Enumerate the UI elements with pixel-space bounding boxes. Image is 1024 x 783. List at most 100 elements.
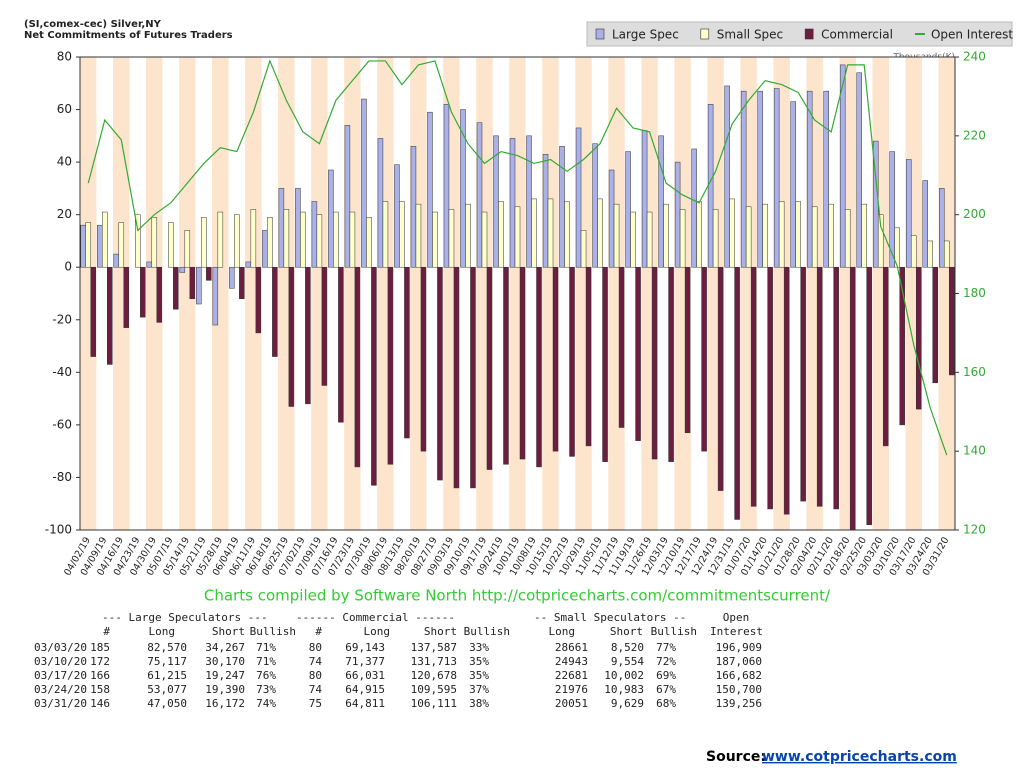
bar: [300, 211, 306, 268]
table-cell: 10,002: [604, 669, 644, 682]
bar: [239, 266, 245, 300]
table-cell: 74: [309, 655, 323, 668]
table-cell: 9,629: [611, 697, 644, 710]
bar: [382, 201, 389, 268]
bar: [140, 266, 146, 318]
bar: [97, 224, 103, 268]
bar: [547, 198, 554, 268]
y-tick-label: -80: [52, 470, 72, 484]
table-cell: 03/31/20: [34, 697, 87, 710]
bar: [552, 266, 559, 452]
band-stripe: [113, 57, 130, 530]
bar: [762, 203, 768, 268]
bar: [717, 266, 724, 491]
table-cell: 33%: [469, 641, 489, 654]
table-cell: 71%: [256, 655, 276, 668]
y2-tick-label: 120: [963, 523, 986, 537]
table-cell: 67%: [656, 683, 676, 696]
table-cell: 22681: [555, 669, 588, 682]
table-column-header: Bullish: [464, 625, 510, 638]
y-tick-label: 0: [64, 260, 72, 274]
table-cell: 72%: [656, 655, 676, 668]
y-tick-label: 60: [57, 102, 72, 116]
table-cell: 172: [90, 655, 110, 668]
plot-frame: [79, 56, 956, 531]
bar: [410, 146, 417, 268]
bar: [217, 211, 224, 268]
bar: [212, 266, 219, 326]
band-stripe: [96, 57, 114, 530]
bar: [250, 209, 257, 268]
bar: [80, 224, 87, 268]
bar: [729, 198, 735, 268]
bar: [740, 90, 747, 268]
band-stripe: [179, 57, 196, 530]
bar: [311, 201, 318, 268]
band-stripe: [195, 57, 213, 530]
table-cell: 69%: [656, 669, 676, 682]
bar: [691, 148, 697, 268]
band-stripe: [129, 57, 147, 530]
bar: [828, 203, 834, 268]
bar: [592, 143, 598, 268]
legend-label: Commercial: [821, 28, 893, 42]
y-tick-label: 20: [57, 207, 72, 221]
table-cell: 20051: [555, 697, 588, 710]
table-column-header: Interest: [710, 625, 763, 638]
table-column-header: Bullish: [651, 625, 697, 638]
table-cell: 166,682: [716, 669, 762, 682]
bar: [767, 266, 773, 510]
bar: [344, 125, 351, 268]
band-stripe: [311, 57, 328, 530]
legend-swatch: [804, 28, 814, 40]
table-cell: 166: [90, 669, 110, 682]
table-cell: 71,377: [345, 655, 385, 668]
bar: [486, 266, 493, 470]
bar: [932, 266, 938, 384]
band-stripe: [146, 57, 163, 530]
band-stripe: [80, 57, 97, 530]
table-cell: 82,570: [147, 641, 187, 654]
bar: [625, 151, 631, 268]
bar: [658, 135, 664, 268]
table-column-header: Short: [424, 625, 457, 638]
bar: [641, 130, 648, 268]
source-link[interactable]: www.cotpricecharts.com: [762, 749, 957, 765]
table-cell: 28661: [555, 641, 588, 654]
table-cell: 30,170: [205, 655, 245, 668]
source-label: Source:: [706, 749, 766, 765]
bar: [184, 230, 191, 268]
annotation: Charts compiled by Software North http:/…: [204, 587, 831, 605]
table-cell: 64,915: [345, 683, 385, 696]
table-cell: 158: [90, 683, 110, 696]
bar: [613, 203, 620, 268]
bar: [328, 169, 334, 268]
bar: [503, 266, 509, 465]
bar: [437, 266, 443, 481]
band-stripe: [261, 57, 279, 530]
chart-title: (SI,comex-cec) Silver,NY: [24, 19, 162, 30]
bar: [602, 266, 608, 462]
bar: [267, 217, 273, 268]
bar: [938, 188, 945, 268]
bar: [635, 266, 641, 441]
bar: [514, 206, 521, 268]
band-stripe: [278, 57, 295, 530]
bar: [915, 266, 922, 410]
table-cell: 187,060: [716, 655, 762, 668]
bar: [432, 211, 438, 268]
bar: [856, 72, 862, 268]
band-stripe: [245, 57, 262, 530]
table-cell: 9,554: [611, 655, 644, 668]
bar: [745, 206, 752, 268]
table-cell: 21976: [555, 683, 588, 696]
bar: [387, 266, 394, 465]
table-group-header: Open: [723, 611, 750, 624]
bar: [668, 266, 674, 462]
bar: [305, 266, 311, 405]
bar: [151, 217, 158, 268]
bar: [833, 266, 839, 510]
table-cell: 35%: [469, 669, 489, 682]
table-cell: 74: [309, 683, 323, 696]
table-cell: 80: [309, 669, 322, 682]
